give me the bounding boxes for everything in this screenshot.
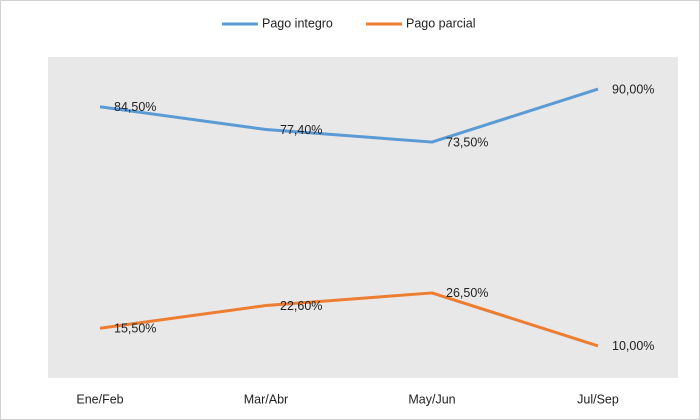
x-tick-label: Ene/Feb — [76, 392, 123, 406]
data-label: 77,40% — [280, 123, 322, 137]
data-label: 10,00% — [612, 339, 654, 353]
data-label: 26,50% — [446, 286, 488, 300]
data-label: 84,50% — [114, 100, 156, 114]
data-label: 90,00% — [612, 82, 654, 96]
plot-area — [48, 57, 678, 378]
data-label: 15,50% — [114, 322, 156, 336]
data-label: 73,50% — [446, 135, 488, 149]
x-tick-label: May/Jun — [408, 392, 455, 406]
line — [99, 291, 599, 348]
x-tick-label: Jul/Sep — [577, 392, 619, 406]
legend-label: Pago parcial — [406, 16, 476, 30]
line — [99, 87, 599, 144]
data-label: 22,60% — [280, 299, 322, 313]
x-tick-label: Mar/Abr — [244, 392, 288, 406]
legend-label: Pago integro — [262, 16, 333, 30]
